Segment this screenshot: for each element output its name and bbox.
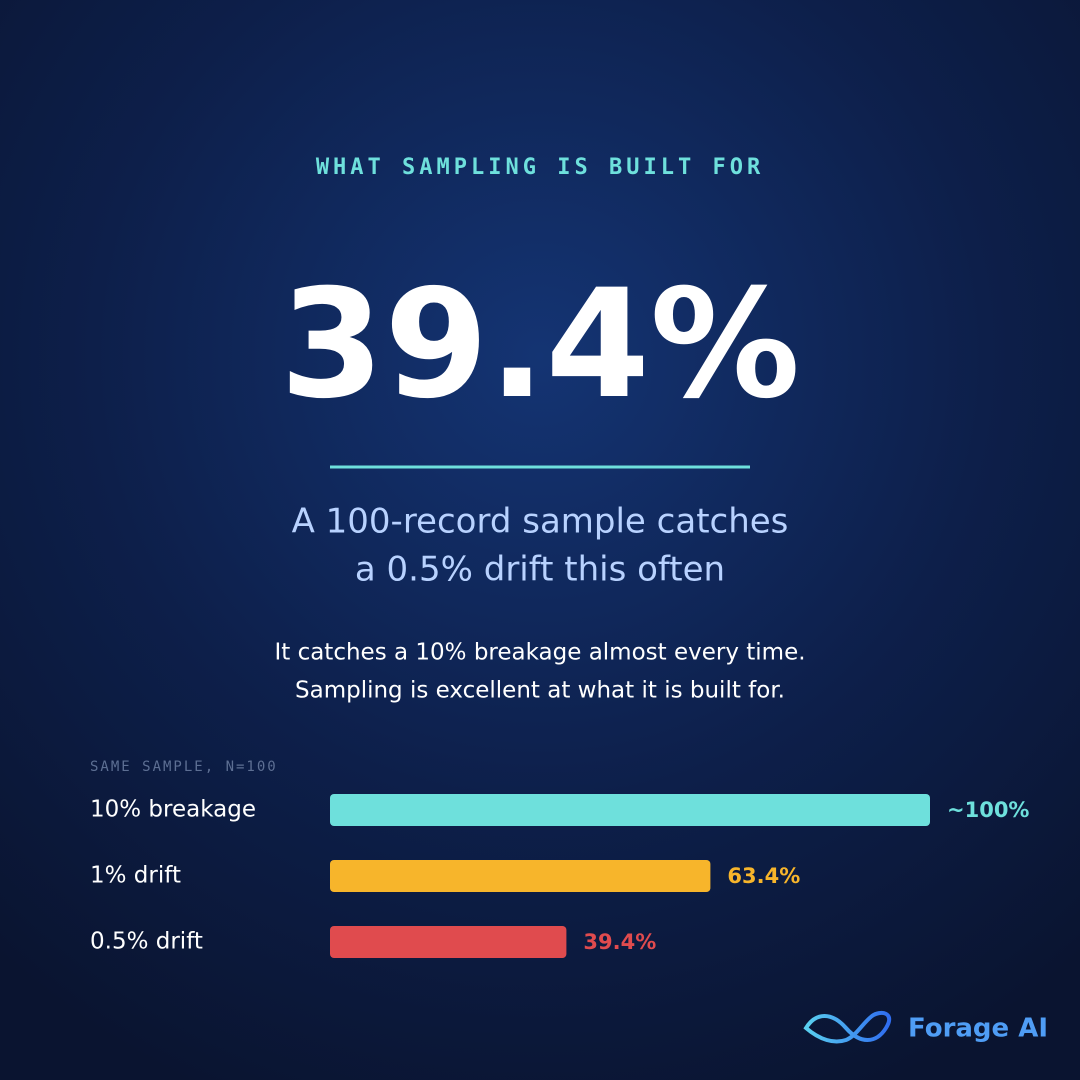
chart-title: SAME SAMPLE, N=100	[90, 759, 278, 775]
category-label: 1% drift	[90, 863, 181, 889]
subtitle-line: A 100-record sample catches	[292, 502, 789, 542]
eyebrow: WHAT SAMPLING IS BUILT FOR	[316, 155, 764, 180]
body-line: It catches a 10% breakage almost every t…	[274, 640, 805, 666]
bar	[330, 794, 930, 826]
value-label: 63.4%	[727, 864, 800, 888]
brand-name: Forage AI	[908, 1014, 1048, 1044]
headline: 39.4%	[280, 258, 800, 432]
logo-mark	[803, 1010, 892, 1044]
category-label: 0.5% drift	[90, 929, 203, 955]
category-label: 10% breakage	[90, 797, 256, 823]
value-label: 39.4%	[583, 930, 656, 954]
bar	[330, 860, 711, 892]
brand-logo: Forage AI	[803, 1010, 1048, 1044]
body-line: Sampling is excellent at what it is buil…	[295, 678, 785, 704]
subtitle-line: a 0.5% drift this often	[355, 550, 725, 590]
bar	[330, 926, 567, 958]
value-label: ~100%	[947, 798, 1029, 822]
